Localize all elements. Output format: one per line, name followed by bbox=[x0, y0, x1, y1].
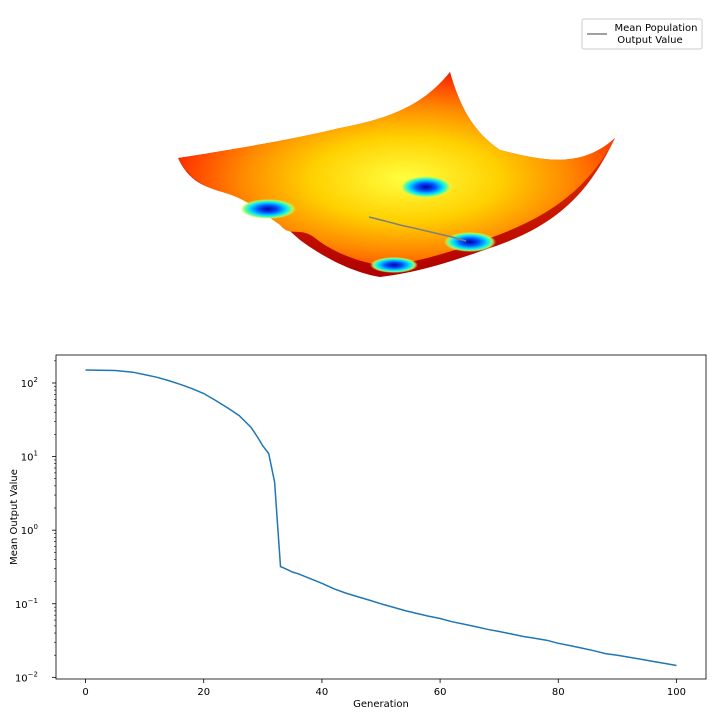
x-tick-label: 100 bbox=[667, 687, 686, 698]
series-line-mean-output bbox=[85, 369, 677, 667]
y-tick-label: 101 bbox=[21, 450, 38, 464]
y-tick-label: 100 bbox=[21, 523, 38, 537]
x-tick-label: 80 bbox=[552, 687, 565, 698]
surface-plot: Mean Population Output Value bbox=[178, 18, 703, 277]
y-tick-label: 10−2 bbox=[15, 670, 38, 684]
x-axis-label: Generation bbox=[353, 699, 409, 710]
line-chart: 0 20 40 60 80 100 10−2 10−1 100 101 102 Generatio… bbox=[9, 354, 707, 710]
y-tick-label: 102 bbox=[21, 376, 38, 390]
legend-label-line1: Mean Population bbox=[615, 23, 698, 34]
plot-area-frame bbox=[55, 354, 707, 680]
x-axis: 0 20 40 60 80 100 bbox=[82, 679, 686, 698]
surface-well bbox=[444, 232, 496, 252]
y-axis: 10−2 10−1 100 101 102 bbox=[15, 360, 56, 684]
legend: Mean Population Output Value bbox=[581, 18, 703, 50]
legend-label-line2: Output Value bbox=[617, 35, 682, 46]
legend-box bbox=[581, 18, 703, 50]
y-tick-label: 10−1 bbox=[15, 597, 38, 611]
x-tick-label: 0 bbox=[82, 687, 88, 698]
surface-well bbox=[370, 257, 418, 273]
x-tick-label: 20 bbox=[197, 687, 210, 698]
x-tick-label: 60 bbox=[434, 687, 447, 698]
x-tick-label: 40 bbox=[316, 687, 329, 698]
y-axis-label: Mean Output Value bbox=[9, 469, 20, 565]
surface-top bbox=[178, 72, 615, 266]
surface-well bbox=[240, 199, 296, 219]
population-mean-trajectory bbox=[368, 216, 467, 242]
surface-well bbox=[400, 176, 452, 198]
